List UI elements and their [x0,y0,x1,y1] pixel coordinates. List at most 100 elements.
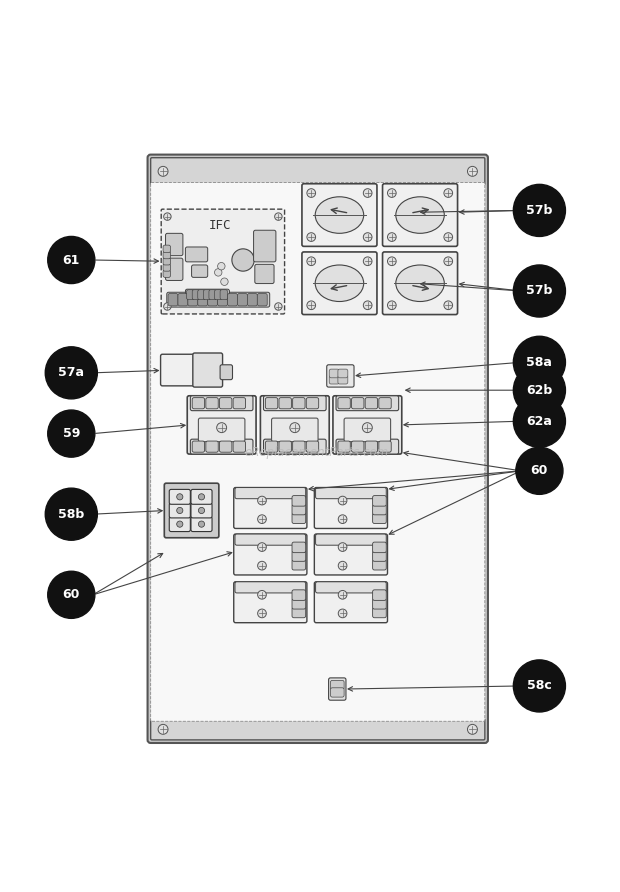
FancyBboxPatch shape [316,582,386,593]
Circle shape [307,257,316,266]
FancyBboxPatch shape [352,398,364,409]
Circle shape [218,262,225,270]
FancyBboxPatch shape [373,590,386,600]
FancyBboxPatch shape [220,290,228,300]
FancyBboxPatch shape [192,290,200,300]
FancyBboxPatch shape [191,490,212,504]
FancyBboxPatch shape [188,293,198,306]
FancyBboxPatch shape [198,290,205,300]
FancyBboxPatch shape [292,504,306,515]
Circle shape [388,301,396,310]
FancyBboxPatch shape [306,398,319,409]
Circle shape [275,213,282,220]
Circle shape [513,395,565,447]
FancyBboxPatch shape [185,289,229,301]
Circle shape [198,508,205,514]
FancyBboxPatch shape [327,365,354,387]
FancyBboxPatch shape [178,293,188,306]
FancyBboxPatch shape [316,534,386,545]
Circle shape [467,167,477,177]
FancyBboxPatch shape [164,483,219,538]
FancyBboxPatch shape [306,441,319,452]
FancyBboxPatch shape [257,293,267,306]
FancyBboxPatch shape [169,516,190,532]
Text: 62a: 62a [526,415,552,427]
Text: 58c: 58c [527,680,552,692]
Text: 59: 59 [63,427,80,440]
FancyBboxPatch shape [383,184,458,246]
Circle shape [177,521,183,527]
Circle shape [363,257,372,266]
Circle shape [158,724,168,734]
FancyBboxPatch shape [338,441,350,452]
FancyBboxPatch shape [235,488,306,499]
FancyBboxPatch shape [373,599,386,609]
FancyBboxPatch shape [234,582,307,623]
Circle shape [307,233,316,242]
FancyBboxPatch shape [192,441,205,452]
FancyBboxPatch shape [235,534,306,545]
FancyBboxPatch shape [379,441,391,452]
Circle shape [258,561,267,570]
Circle shape [362,423,372,433]
FancyBboxPatch shape [365,398,378,409]
FancyBboxPatch shape [292,599,306,609]
Circle shape [339,561,347,570]
FancyBboxPatch shape [209,290,216,300]
Circle shape [513,265,565,317]
Circle shape [258,609,267,618]
FancyBboxPatch shape [192,398,205,409]
Text: 57a: 57a [58,367,84,379]
Circle shape [516,447,563,494]
FancyBboxPatch shape [379,398,391,409]
FancyBboxPatch shape [237,293,247,306]
Ellipse shape [396,197,445,234]
Circle shape [177,508,183,514]
FancyBboxPatch shape [191,503,212,518]
FancyBboxPatch shape [292,542,306,553]
FancyBboxPatch shape [292,590,306,600]
FancyBboxPatch shape [329,678,346,700]
FancyBboxPatch shape [166,258,183,280]
FancyBboxPatch shape [314,582,388,623]
Circle shape [339,609,347,618]
FancyBboxPatch shape [198,293,208,306]
Text: 62b: 62b [526,384,552,397]
FancyBboxPatch shape [302,184,377,246]
Text: 58b: 58b [58,508,84,521]
FancyBboxPatch shape [233,398,246,409]
FancyBboxPatch shape [185,247,208,262]
FancyBboxPatch shape [228,293,237,306]
FancyBboxPatch shape [192,265,208,277]
FancyBboxPatch shape [167,293,270,307]
Text: 57b: 57b [526,204,552,217]
Circle shape [45,488,97,541]
Circle shape [164,213,171,220]
Circle shape [45,347,97,399]
FancyBboxPatch shape [292,550,306,561]
FancyBboxPatch shape [161,209,285,314]
FancyBboxPatch shape [219,441,232,452]
FancyBboxPatch shape [338,376,348,384]
FancyBboxPatch shape [272,418,318,442]
FancyBboxPatch shape [373,513,386,524]
FancyBboxPatch shape [279,398,291,409]
FancyBboxPatch shape [329,369,339,378]
FancyBboxPatch shape [293,441,305,452]
Ellipse shape [315,197,364,234]
Text: 57b: 57b [526,285,552,298]
Circle shape [444,257,453,266]
FancyBboxPatch shape [260,396,329,454]
FancyBboxPatch shape [151,158,485,185]
FancyBboxPatch shape [166,234,183,256]
FancyBboxPatch shape [265,441,278,452]
FancyBboxPatch shape [187,396,256,454]
Ellipse shape [396,265,445,301]
Circle shape [48,410,95,458]
FancyBboxPatch shape [373,504,386,515]
Circle shape [258,496,267,505]
FancyBboxPatch shape [254,230,276,262]
Circle shape [467,724,477,734]
FancyBboxPatch shape [292,559,306,570]
Circle shape [444,233,453,242]
